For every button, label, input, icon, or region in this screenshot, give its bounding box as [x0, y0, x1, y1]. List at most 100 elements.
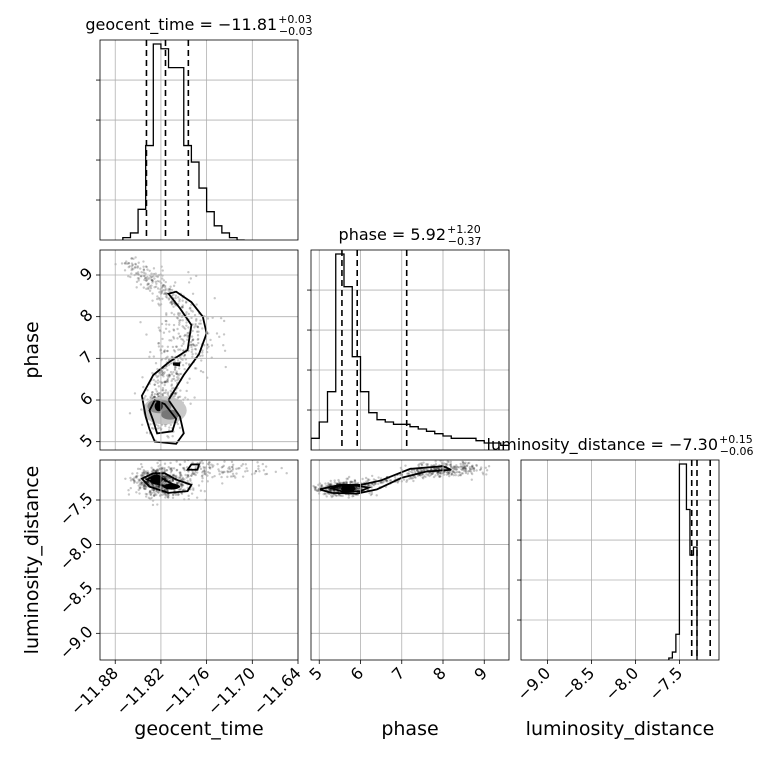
sample-point	[380, 481, 383, 485]
sample-point	[327, 483, 330, 486]
histogram-geocent_time	[100, 40, 298, 240]
sample-point	[434, 474, 437, 477]
sample-point	[161, 337, 164, 341]
sample-point	[420, 463, 423, 466]
xtick-label-phase: 9	[470, 663, 491, 684]
sample-point	[162, 331, 166, 334]
sample-point	[145, 472, 148, 475]
sample-point	[457, 470, 461, 474]
ytick-label-phase: 5	[76, 430, 97, 451]
sample-point	[149, 493, 153, 496]
sample-point	[152, 427, 155, 430]
sample-point	[156, 485, 159, 488]
sample-point	[171, 478, 174, 482]
xtick-label-luminosity_distance: −8.0	[601, 663, 642, 704]
title-plus: +0.15	[719, 433, 753, 446]
sample-point	[190, 492, 194, 495]
sample-point	[168, 323, 171, 326]
sample-point	[201, 471, 204, 474]
sample-point	[181, 484, 184, 487]
sample-point	[167, 476, 171, 479]
sample-point	[183, 333, 187, 337]
sample-point	[171, 479, 175, 483]
sample-point	[147, 287, 150, 291]
sample-point	[327, 481, 330, 485]
sample-point	[226, 471, 230, 474]
sample-point	[123, 269, 127, 272]
sample-point	[462, 465, 465, 468]
histogram-step-luminosity_distance	[668, 463, 698, 660]
sample-point	[458, 473, 462, 477]
sample-point	[233, 474, 236, 478]
sample-point	[131, 472, 134, 475]
sample-point	[347, 494, 351, 497]
sample-point	[168, 330, 171, 333]
sample-point	[138, 478, 141, 481]
sample-point	[338, 494, 342, 497]
sample-point	[144, 485, 148, 488]
sample-point	[470, 467, 474, 471]
sample-point	[274, 470, 278, 474]
sample-point	[184, 396, 187, 399]
sample-point	[156, 485, 159, 488]
sample-point	[163, 469, 167, 473]
sample-point	[364, 476, 368, 480]
sample-point	[393, 475, 397, 479]
sample-point	[366, 483, 369, 487]
sample-point	[191, 339, 194, 342]
sample-point	[188, 307, 192, 310]
sample-point	[170, 339, 173, 342]
sample-point	[180, 483, 183, 487]
sample-point	[172, 374, 176, 378]
sample-point	[451, 467, 454, 470]
sample-point	[137, 277, 141, 280]
sample-point	[164, 477, 167, 480]
sample-point	[178, 488, 182, 491]
sample-point	[164, 381, 167, 384]
sample-point	[157, 326, 161, 329]
sample-point	[165, 323, 168, 326]
sample-point	[216, 462, 219, 466]
sample-point	[144, 276, 147, 280]
sample-point	[330, 495, 334, 499]
sample-point	[228, 470, 231, 474]
sample-point	[170, 311, 173, 315]
sample-point	[464, 467, 468, 471]
sample-point	[180, 344, 184, 347]
sample-point	[142, 385, 145, 389]
sample-point	[167, 496, 170, 499]
sample-point	[447, 472, 450, 476]
sample-point	[171, 345, 175, 349]
sample-point	[151, 483, 154, 486]
density-peak	[341, 484, 356, 493]
sample-point	[137, 261, 140, 264]
sample-point	[424, 475, 427, 479]
sample-point	[203, 472, 207, 475]
sample-point	[186, 475, 190, 478]
sample-point	[166, 355, 169, 359]
sample-point	[220, 470, 223, 474]
sample-point	[149, 287, 153, 290]
sample-point	[161, 466, 164, 470]
sample-point	[241, 463, 245, 466]
sample-point	[151, 484, 154, 487]
sample-point	[140, 408, 143, 411]
sample-point	[420, 473, 424, 476]
sample-point	[161, 474, 165, 478]
sample-point	[140, 423, 144, 427]
sample-point	[370, 486, 374, 489]
sample-point	[154, 374, 158, 377]
density-peak	[150, 474, 163, 485]
sample-point	[143, 484, 146, 488]
sample-point	[440, 472, 443, 475]
sample-point	[440, 461, 444, 464]
sample-point	[174, 372, 178, 375]
sample-point	[373, 482, 377, 486]
sample-point	[325, 495, 328, 498]
sample-point	[409, 477, 413, 480]
sample-point	[389, 479, 393, 482]
sample-point	[468, 469, 471, 473]
sample-point	[425, 463, 428, 466]
sample-point	[133, 476, 136, 479]
sample-point	[153, 395, 156, 399]
